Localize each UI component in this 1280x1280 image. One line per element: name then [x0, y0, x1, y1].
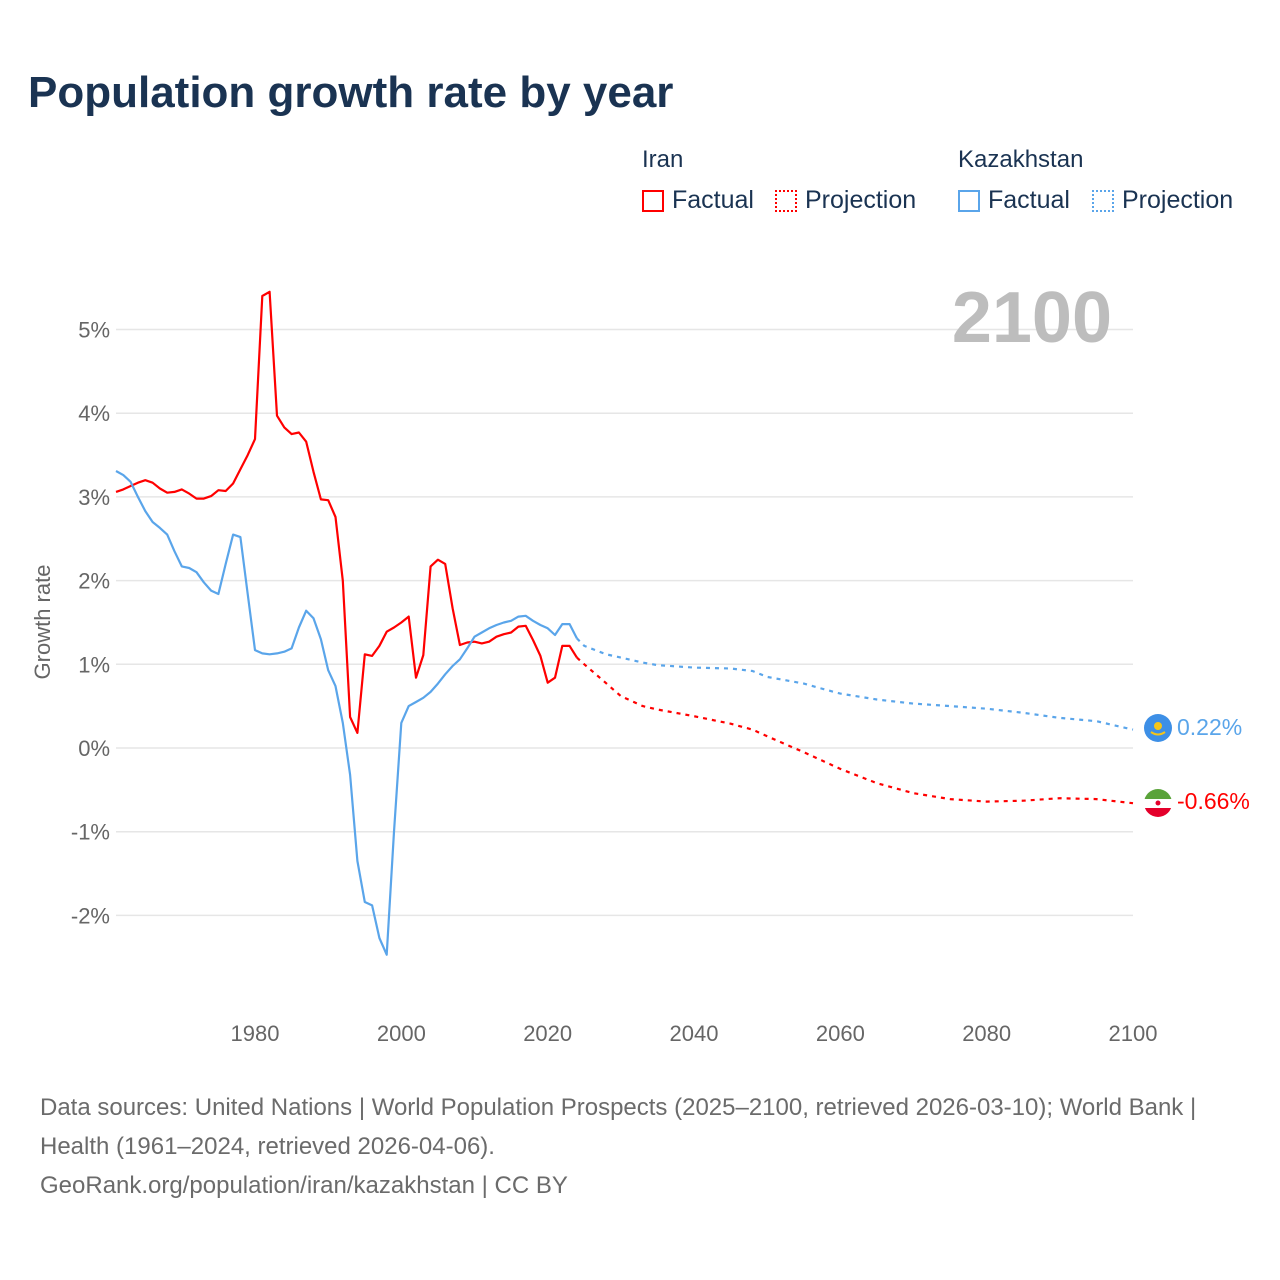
solid-swatch-icon [958, 189, 980, 212]
legend-iran-projection[interactable]: Projection [775, 186, 916, 215]
iran-end-label: -0.66% [1177, 788, 1250, 814]
legend-label: Projection [805, 186, 917, 214]
kazakhstan-end-label: 0.22% [1177, 714, 1242, 740]
x-tick-label: 1980 [231, 1021, 280, 1046]
x-tick-label: 2080 [962, 1021, 1011, 1046]
x-tick-label: 2020 [523, 1021, 572, 1046]
legend-group-kazakhstan: Kazakhstan [958, 146, 1084, 173]
y-tick-label: 1% [78, 652, 110, 677]
series-line-iran-projection [576, 656, 1134, 805]
legend-label: Factual [988, 186, 1070, 214]
legend-label: Factual [672, 186, 754, 214]
legend-group-iran: Iran [642, 146, 684, 173]
y-axis-label: Growth rate [30, 565, 55, 680]
y-tick-label: 2% [78, 569, 110, 594]
y-tick-label: 0% [78, 736, 110, 761]
y-tick-label: -1% [71, 820, 110, 845]
series-line-kazakhstan-projection [576, 637, 1134, 731]
solid-swatch-icon [642, 189, 664, 212]
x-tick-label: 2100 [1109, 1021, 1158, 1046]
line-chart: -2% -1% 0% 1% 2% 3% 4% 5% 1980 2000 2020 2040 2060 20… [30, 278, 1250, 1046]
legend-kazakhstan-projection[interactable]: Projection [1092, 186, 1233, 215]
x-tick-label: 2040 [670, 1021, 719, 1046]
y-tick-label: -2% [71, 903, 110, 928]
x-tick-label: 2000 [377, 1021, 426, 1046]
series-line-kazakhstan-factual [115, 470, 578, 956]
y-tick-label: 4% [78, 401, 110, 426]
dotted-swatch-icon [1092, 189, 1114, 212]
kazakhstan-flag-icon [1144, 714, 1172, 742]
credit-link[interactable]: GeoRank.org/population/iran/kazakhstan |… [40, 1172, 568, 1199]
legend-label: Projection [1122, 186, 1234, 214]
series-line-iran-factual [115, 290, 578, 735]
data-sources: Data sources: United Nations | World Pop… [40, 1094, 1197, 1160]
year-label: 2100 [952, 278, 1112, 358]
x-tick-label: 2060 [816, 1021, 865, 1046]
y-tick-label: 5% [78, 318, 110, 343]
iran-flag-icon [1144, 789, 1172, 817]
dotted-swatch-icon [775, 189, 797, 212]
legend-iran-factual[interactable]: Factual [642, 186, 754, 215]
legend-kazakhstan-factual[interactable]: Factual [958, 186, 1070, 215]
chart-title: Population growth rate by year [28, 68, 674, 117]
y-tick-label: 3% [78, 485, 110, 510]
footer: Data sources: United Nations | World Pop… [40, 1088, 1240, 1205]
